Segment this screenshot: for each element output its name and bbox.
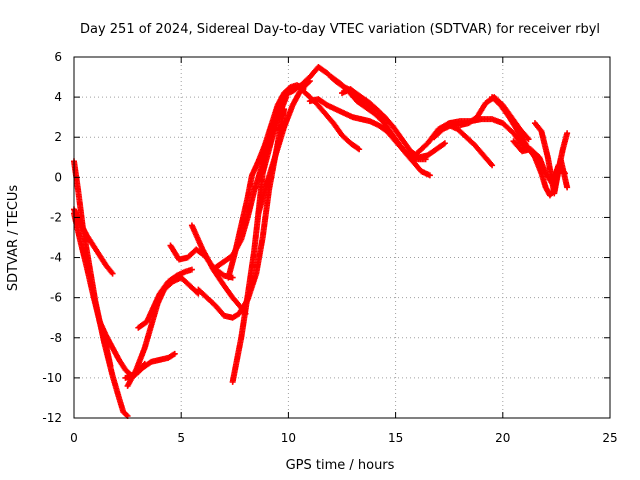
series-arc-22 bbox=[446, 122, 496, 169]
y-tick-label: -8 bbox=[50, 331, 62, 345]
y-axis-label: SDTVAR / TECUs bbox=[6, 185, 21, 292]
y-tick-label: -12 bbox=[42, 411, 62, 425]
data-point bbox=[564, 130, 571, 137]
y-tick-label: 4 bbox=[54, 90, 62, 104]
series-arc-7 bbox=[124, 274, 202, 389]
x-tick-label: 10 bbox=[281, 431, 296, 445]
y-tick-label: -6 bbox=[50, 291, 62, 305]
series-arc-19 bbox=[339, 86, 448, 161]
data-point bbox=[441, 140, 448, 147]
plot-frame bbox=[73, 56, 611, 419]
series-arc-25 bbox=[531, 120, 571, 197]
y-tick-label: 2 bbox=[54, 130, 62, 144]
data-points bbox=[71, 64, 571, 419]
data-point bbox=[426, 172, 433, 179]
data-point bbox=[525, 136, 532, 143]
data-point bbox=[171, 350, 178, 357]
data-point bbox=[188, 266, 195, 273]
y-tick-label: -4 bbox=[50, 251, 62, 265]
series-arc-3 bbox=[71, 158, 131, 419]
y-tick-label: -10 bbox=[42, 371, 62, 385]
series-arc-6 bbox=[135, 266, 195, 331]
x-tick-label: 25 bbox=[602, 431, 617, 445]
x-tick-label: 0 bbox=[70, 431, 78, 445]
y-tick-label: 6 bbox=[54, 50, 62, 64]
data-point bbox=[564, 184, 571, 191]
series-arc-17 bbox=[306, 96, 433, 179]
series-arc-14 bbox=[255, 78, 313, 217]
data-point bbox=[356, 146, 363, 153]
data-point bbox=[123, 411, 130, 418]
axes: 0 5 10 15 20 25 -12 -10 -8 -6 -4 -2 0 2 4 6 bbox=[42, 50, 617, 445]
data-point bbox=[489, 162, 496, 169]
x-tick-label: 15 bbox=[388, 431, 403, 445]
x-tick-label: 5 bbox=[177, 431, 185, 445]
chart-title: Day 251 of 2024, Sidereal Day-to-day VTE… bbox=[80, 22, 600, 37]
y-tick-label: -2 bbox=[50, 210, 62, 224]
y-tick-label: 0 bbox=[54, 170, 62, 184]
series-arc-18 bbox=[328, 74, 429, 163]
data-point bbox=[109, 270, 116, 277]
x-axis-label: GPS time / hours bbox=[286, 458, 395, 473]
x-tick-label: 20 bbox=[495, 431, 510, 445]
